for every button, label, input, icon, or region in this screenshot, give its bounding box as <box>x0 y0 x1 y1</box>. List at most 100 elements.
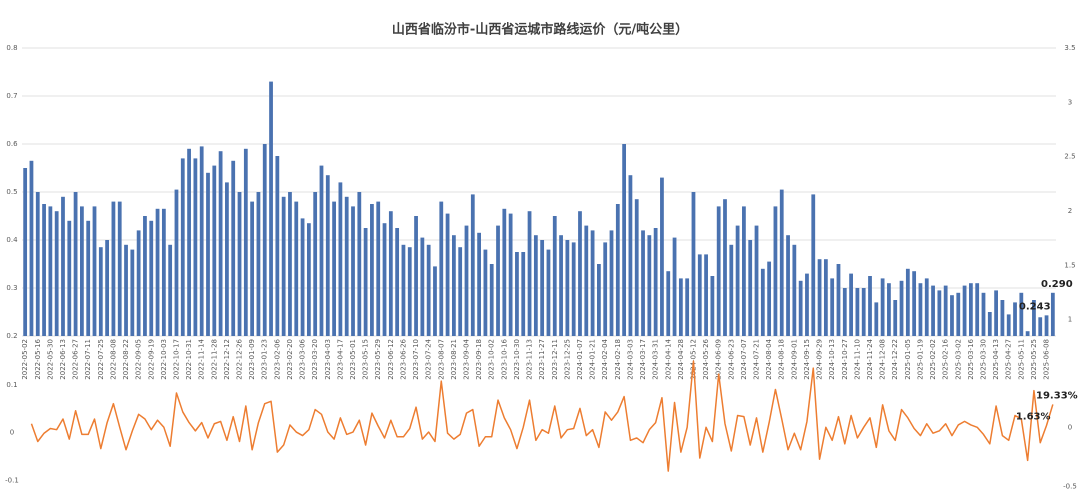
x-tick-label: 2022-08-08 <box>109 339 117 380</box>
bar <box>666 271 671 336</box>
bar <box>218 151 223 336</box>
x-tick-label: 2025-02-02 <box>929 339 937 380</box>
bar <box>414 216 418 336</box>
bar <box>149 220 154 336</box>
bar <box>1013 302 1017 336</box>
bar <box>338 182 343 336</box>
bar <box>855 288 860 336</box>
bar <box>433 266 437 336</box>
bar <box>660 177 664 336</box>
x-tick-label: 2024-04-14 <box>664 338 672 379</box>
x-tick-label: 2024-08-04 <box>765 338 773 379</box>
bar <box>760 268 765 336</box>
x-tick-label: 2024-09-15 <box>803 339 811 380</box>
x-tick-label: 2024-01-07 <box>576 339 584 380</box>
bar <box>924 278 929 336</box>
bar <box>458 247 463 336</box>
bar <box>86 220 91 336</box>
bar <box>155 208 160 336</box>
y2-tick-label: -0.5 <box>1063 482 1077 490</box>
bar <box>73 192 78 336</box>
x-tick-label: 2022-07-11 <box>84 339 92 380</box>
bar <box>515 252 519 336</box>
bar <box>937 290 942 336</box>
x-tick-label: 2023-12-11 <box>551 339 559 380</box>
y-tick-label: 0.4 <box>6 236 18 244</box>
x-tick-label: 2025-04-27 <box>1005 339 1013 380</box>
bar <box>704 254 708 336</box>
y2-tick-label: 3.5 <box>1064 44 1075 52</box>
bar <box>905 268 910 336</box>
bar <box>943 285 948 336</box>
bar <box>571 242 576 336</box>
bar <box>212 165 217 336</box>
bar <box>1006 314 1011 336</box>
bar <box>313 192 318 336</box>
x-tick-label: 2025-06-08 <box>1043 339 1051 380</box>
bar <box>647 235 652 336</box>
bar <box>786 235 790 336</box>
x-tick-label: 2024-12-08 <box>879 339 887 380</box>
bar <box>823 259 828 336</box>
bar <box>1038 317 1043 336</box>
bar <box>968 283 973 336</box>
bar <box>451 235 456 336</box>
x-tick-label: 2023-11-27 <box>538 339 546 380</box>
x-tick-label: 2022-09-05 <box>135 339 143 380</box>
bar <box>477 232 481 336</box>
x-tick-label: 2024-10-13 <box>828 339 836 380</box>
bar <box>401 244 406 336</box>
x-tick-label: 2022-11-14 <box>198 338 206 379</box>
bar <box>489 264 494 336</box>
bar <box>994 290 998 336</box>
bar <box>931 285 935 336</box>
bar <box>874 302 879 336</box>
bar <box>294 201 299 336</box>
bar <box>464 225 469 336</box>
bar <box>187 148 191 336</box>
bar <box>143 216 147 336</box>
x-tick-label: 2023-07-24 <box>425 338 433 379</box>
line <box>30 360 1054 472</box>
bar <box>319 165 324 336</box>
bar <box>735 225 740 336</box>
bar <box>269 81 273 336</box>
bar <box>325 175 330 336</box>
bar <box>887 283 891 336</box>
x-tick-label: 2023-02-20 <box>286 339 294 380</box>
x-tick-label: 2024-05-26 <box>702 338 710 379</box>
bar <box>344 196 349 336</box>
x-tick-label: 2023-01-09 <box>248 339 256 380</box>
y2-tick-label: 3 <box>1068 98 1072 106</box>
x-tick-label: 2023-05-15 <box>362 339 370 380</box>
bar <box>42 204 46 336</box>
bar <box>445 213 450 336</box>
bar <box>918 283 923 336</box>
x-tick-label: 2024-02-04 <box>601 338 609 379</box>
bar <box>754 225 759 336</box>
bar <box>584 225 589 336</box>
bar <box>136 230 141 336</box>
x-tick-label: 2023-03-20 <box>311 339 319 380</box>
y2-tick-label: 2.5 <box>1064 153 1075 161</box>
bar <box>395 228 400 336</box>
bar <box>590 230 595 336</box>
x-tick-label: 2024-05-12 <box>689 339 697 380</box>
bar <box>256 192 261 336</box>
x-tick-label: 2025-04-13 <box>992 339 1000 380</box>
bar <box>975 283 980 336</box>
x-tick-label: 2024-08-18 <box>778 339 786 380</box>
x-tick-label: 2023-12-25 <box>563 339 571 380</box>
x-tick-label: 2023-10-02 <box>488 339 496 380</box>
x-tick-label: 2022-12-12 <box>223 339 231 380</box>
bar <box>288 192 292 336</box>
x-tick-label: 2023-05-29 <box>374 339 382 380</box>
bar <box>729 244 734 336</box>
bar <box>231 160 236 336</box>
bar <box>672 237 677 336</box>
y2-tick-label: 1.5 <box>1064 261 1075 269</box>
bar <box>111 201 116 336</box>
bar <box>742 206 746 336</box>
x-tick-label: 2022-08-22 <box>122 339 130 380</box>
bar <box>912 271 917 336</box>
